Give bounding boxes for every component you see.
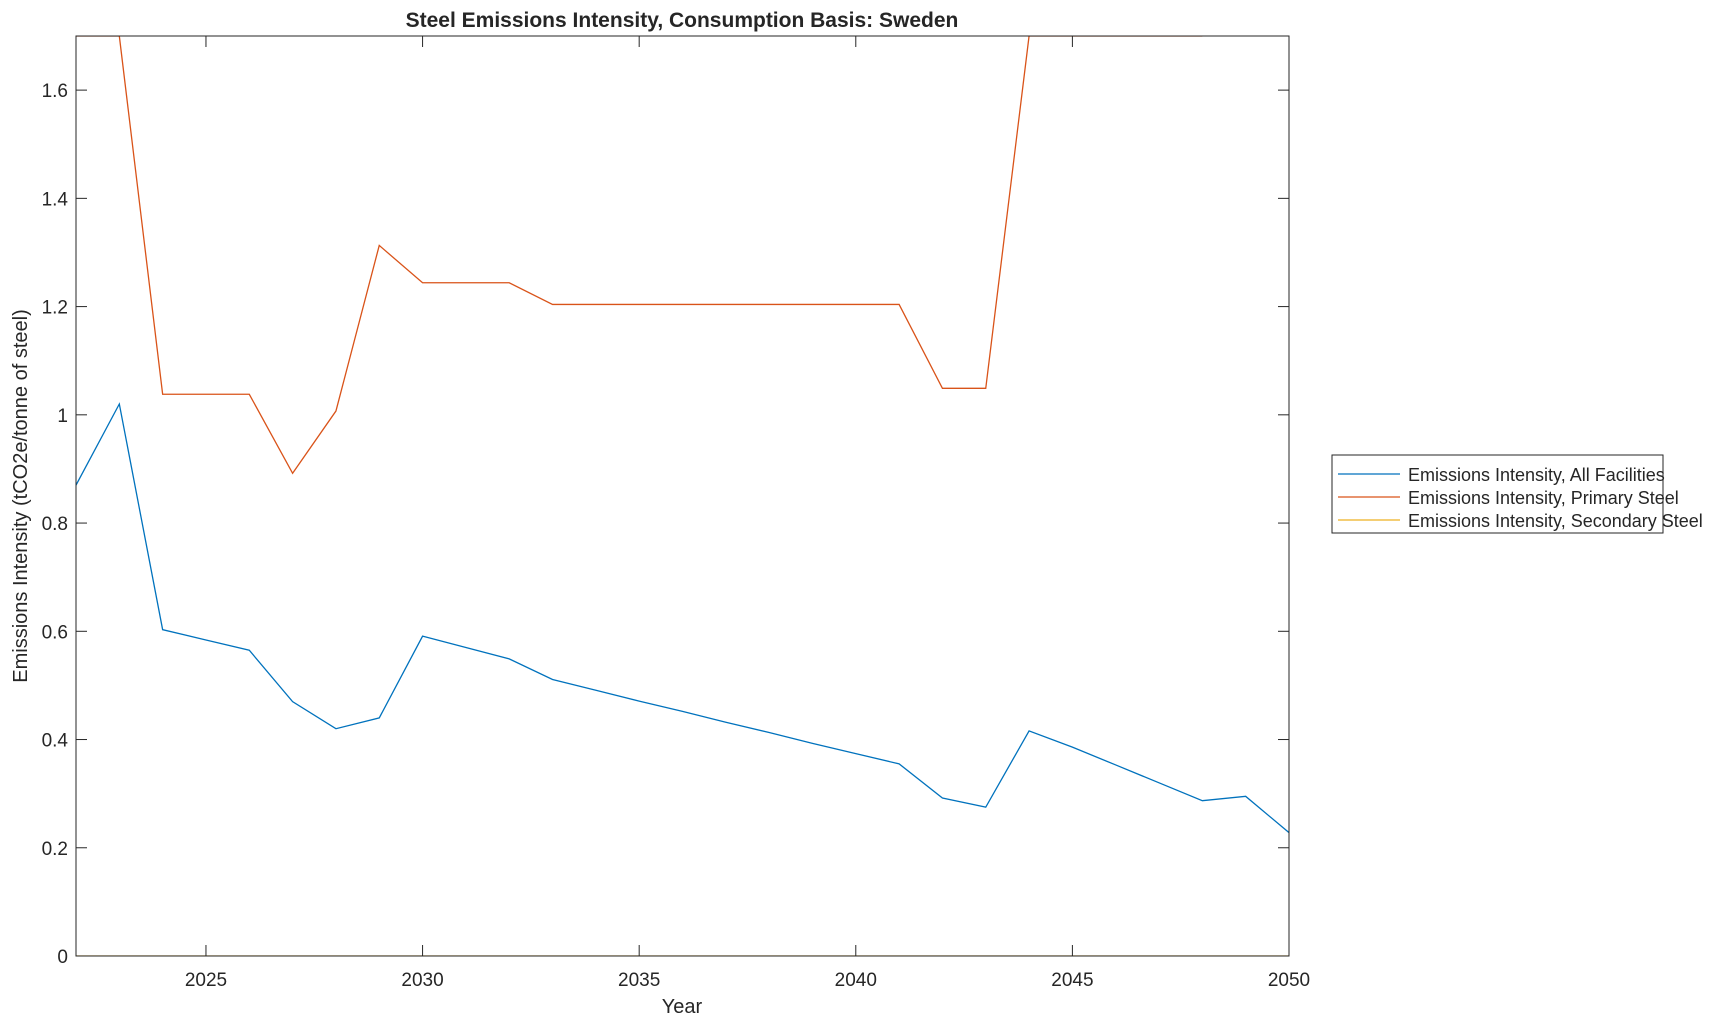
axis-ticks: 2025 2030 2035 2040 2045 2050 0 0.2 0.4 0.6 0.8 1 1.… — [42, 36, 1310, 991]
series-layer — [76, 36, 1289, 956]
y-tick-label: 0.8 — [42, 514, 68, 535]
y-tick-label: 1 — [57, 406, 68, 427]
y-tick-label: 0.4 — [42, 731, 69, 752]
series-line-2 — [76, 36, 1203, 475]
series-line-1 — [76, 402, 1289, 834]
legend-entry: Emissions Intensity, All Facilities — [1408, 465, 1665, 485]
x-tick-label: 2040 — [835, 970, 877, 991]
x-tick-label: 2035 — [618, 970, 660, 991]
legend: Emissions Intensity, All Facilities Emiss… — [1331, 454, 1703, 534]
y-tick-label: 1.2 — [42, 298, 68, 319]
x-tick-label: 2030 — [401, 970, 443, 991]
chart-title: Steel Emissions Intensity, Consumption B… — [406, 9, 959, 32]
x-tick-label: 2045 — [1051, 970, 1093, 991]
y-tick-label: 0.6 — [42, 622, 68, 643]
x-axis-label: Year — [662, 996, 703, 1018]
y-tick-label: 0 — [57, 947, 68, 968]
legend-entry: Emissions Intensity, Primary Steel — [1408, 488, 1679, 508]
y-axis-label: Emissions Intensity (tCO2e/tonne of stee… — [10, 309, 32, 683]
y-tick-label: 1.6 — [42, 81, 68, 102]
x-tick-label: 2025 — [185, 970, 227, 991]
plot-area — [75, 35, 1290, 957]
legend-entry: Emissions Intensity, Secondary Steel — [1408, 511, 1703, 531]
y-tick-label: 0.2 — [42, 839, 68, 860]
y-tick-label: 1.4 — [42, 189, 69, 210]
x-tick-label: 2050 — [1268, 970, 1310, 991]
